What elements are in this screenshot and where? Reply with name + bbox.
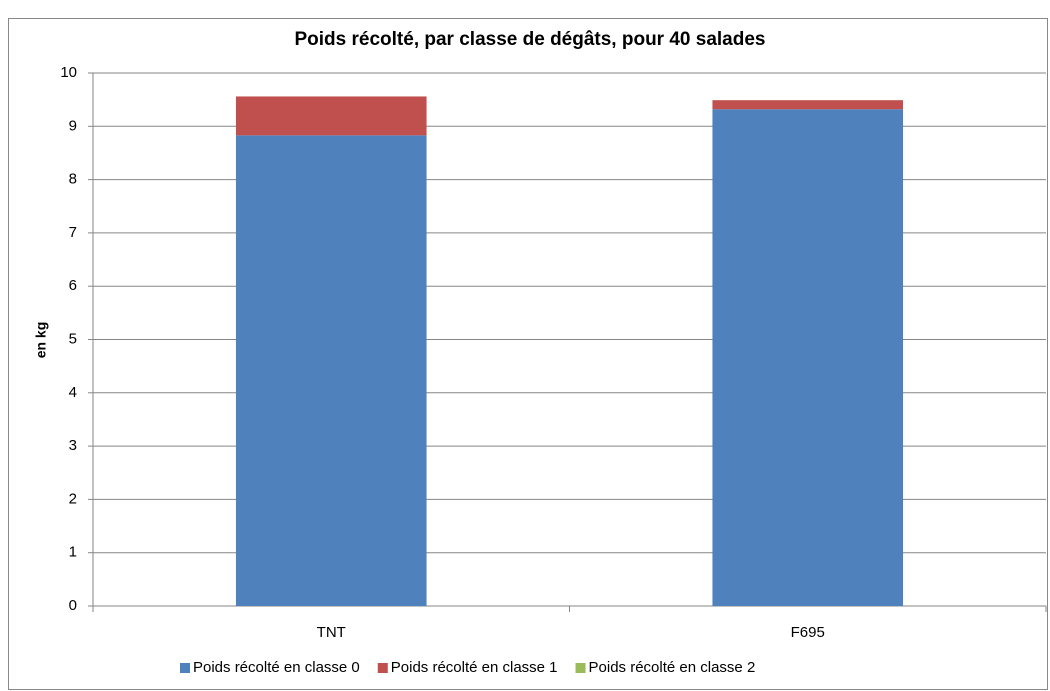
chart-title: Poids récolté, par classe de dégâts, pou… xyxy=(295,29,766,50)
legend-swatch xyxy=(377,663,388,673)
legend-swatch xyxy=(575,663,586,673)
legend-label: Poids récolté en classe 0 xyxy=(193,659,360,676)
y-tick-label: 6 xyxy=(69,277,77,294)
bar-segment xyxy=(712,109,904,606)
y-tick-label: 4 xyxy=(69,384,77,401)
y-tick-label: 9 xyxy=(69,117,77,134)
y-tick-label: 2 xyxy=(69,490,77,507)
bar-segment xyxy=(235,96,427,136)
y-tick-label: 10 xyxy=(60,64,77,81)
y-tick-label: 3 xyxy=(69,437,77,454)
y-tick-label: 1 xyxy=(69,544,77,561)
legend-swatch xyxy=(180,663,190,673)
bar-segment xyxy=(235,135,427,606)
y-axis-title: en kg xyxy=(33,322,49,359)
y-tick-label: 8 xyxy=(69,171,77,188)
legend-label: Poids récolté en classe 1 xyxy=(391,659,558,676)
x-tick-label: TNT xyxy=(317,624,346,641)
bar-segment xyxy=(712,100,904,110)
legend-label: Poids récolté en classe 2 xyxy=(589,659,756,676)
y-tick-label: 0 xyxy=(69,597,77,614)
y-tick-label: 5 xyxy=(69,330,77,347)
x-tick-label: F695 xyxy=(791,624,825,641)
y-tick-label: 7 xyxy=(69,224,77,241)
